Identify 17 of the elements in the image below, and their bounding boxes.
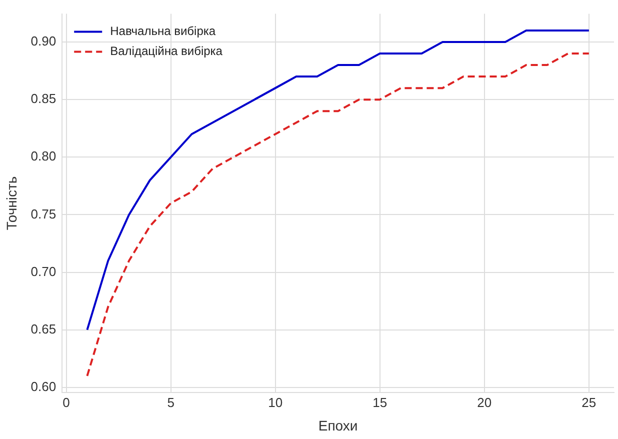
x-axis-title: Епохи: [318, 417, 358, 434]
x-tick-label: 5: [167, 394, 174, 410]
legend-label: Валідаційна вибірка: [110, 44, 223, 58]
y-tick-label: 0.90: [30, 34, 56, 49]
x-tick-label: 20: [477, 394, 492, 410]
y-tick-label: 0.80: [30, 148, 56, 164]
y-tick-label: 0.65: [30, 321, 56, 336]
y-tick-label: 0.70: [30, 264, 56, 279]
y-tick-label: 0.75: [30, 206, 56, 222]
y-axis-title: Точність: [3, 176, 20, 230]
x-tick-label: 0: [62, 394, 70, 410]
y-tick-label: 0.60: [30, 378, 56, 394]
legend-label: Навчальна вибірка: [110, 24, 216, 38]
x-tick-label: 15: [372, 394, 388, 410]
x-tick-label: 10: [268, 394, 283, 410]
x-tick-label: 25: [582, 394, 596, 410]
y-tick-label: 0.85: [30, 91, 56, 106]
